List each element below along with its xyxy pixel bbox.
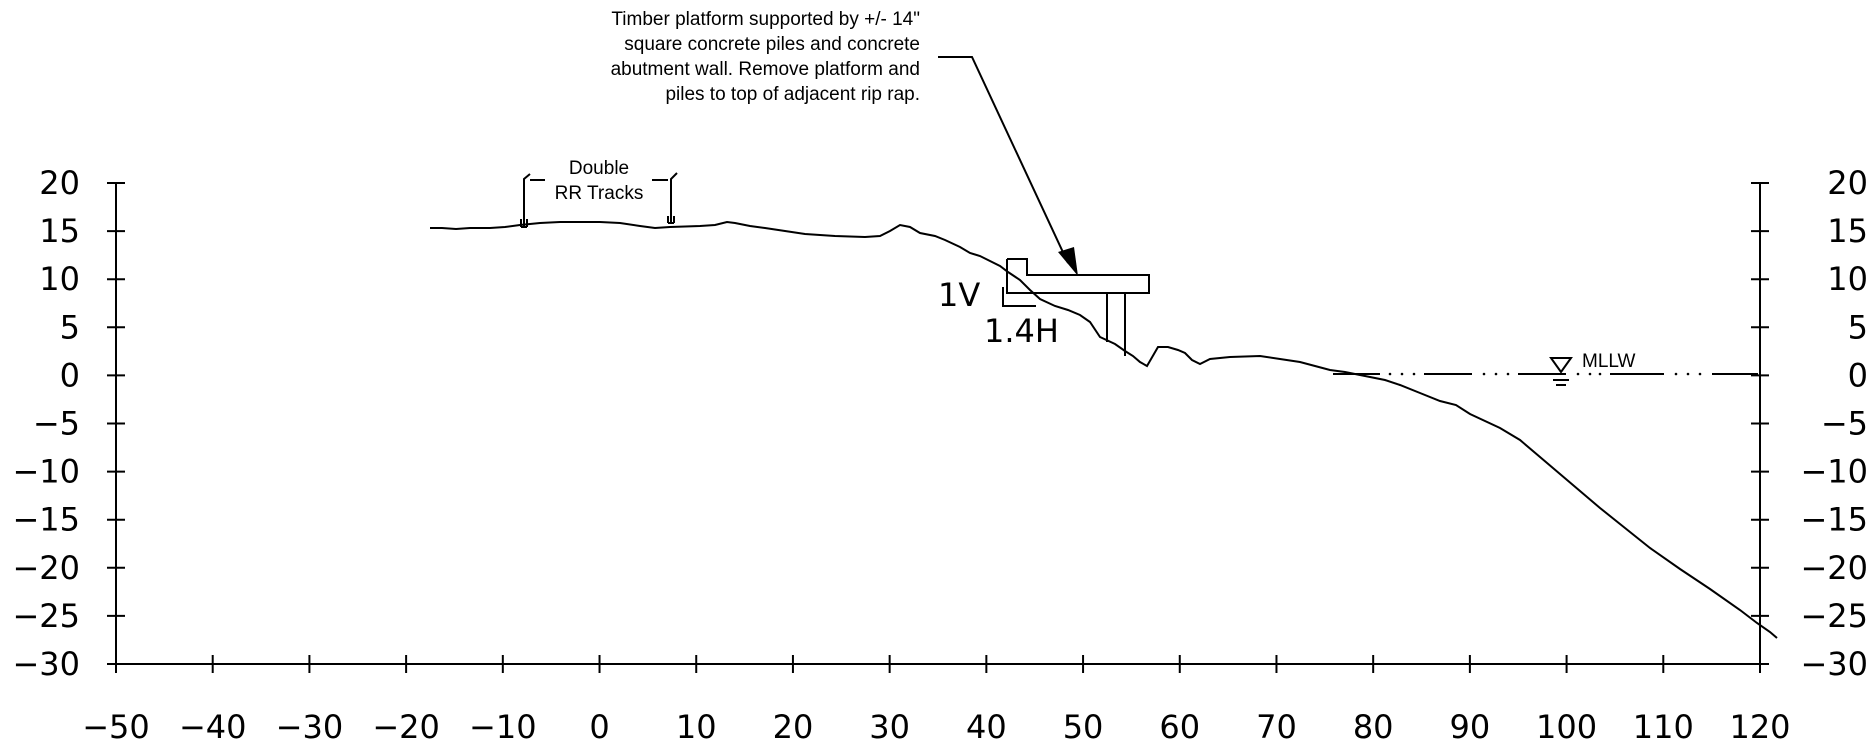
y-tick-label-right: 10 <box>1827 260 1868 298</box>
x-tick-label: −50 <box>82 708 150 743</box>
x-tick-label: −30 <box>276 708 344 743</box>
y-tick-label-left: 5 <box>60 308 80 346</box>
y-tick-label-left: 15 <box>39 212 80 250</box>
y-tick-label-left: −15 <box>12 501 80 539</box>
x-tick-label: 90 <box>1450 708 1491 743</box>
x-tick-label: −10 <box>469 708 537 743</box>
mllw-label: MLLW <box>1582 351 1636 372</box>
x-tick-label: 0 <box>589 708 609 743</box>
x-tick-label: −40 <box>179 708 247 743</box>
rr-tracks-marker <box>520 172 678 228</box>
x-tick-label: 70 <box>1256 708 1297 743</box>
y-tick-label-right: −15 <box>1800 501 1868 539</box>
y-tick-labels-left: 20 15 10 5 0 −5 −10 −15 −20 −25 −30 <box>12 164 80 683</box>
y-tick-label-left: −5 <box>33 405 80 443</box>
y-tick-label-right: 20 <box>1827 164 1868 202</box>
callout-line2: square concrete piles and concrete <box>624 34 920 55</box>
y-tick-label-right: −20 <box>1800 549 1868 587</box>
x-tick-label: 110 <box>1633 708 1694 743</box>
water-level-symbol <box>1549 357 1573 386</box>
y-tick-label-left: −10 <box>12 453 80 491</box>
slope-indicator <box>1002 287 1036 307</box>
y-tick-label-left: −30 <box>12 645 80 683</box>
callout-leader <box>938 56 1069 264</box>
x-tick-labels: −50 −40 −30 −20 −10 0 10 20 30 40 50 60 70 80 90 100 110… <box>82 708 1790 743</box>
callout-line3: abutment wall. Remove platform and <box>611 59 920 80</box>
y-tick-label-right: 0 <box>1848 356 1868 394</box>
y-tick-label-left: −20 <box>12 549 80 587</box>
y-tick-label-left: 20 <box>39 164 80 202</box>
y-tick-labels-right: 20 15 10 5 0 −5 −10 −15 −20 −25 −30 <box>1800 164 1868 683</box>
x-tick-label: 50 <box>1063 708 1104 743</box>
y-tick-label-left: −25 <box>12 597 80 635</box>
y-tick-label-right: 5 <box>1848 308 1868 346</box>
slope-vertical-label: 1V <box>938 276 980 314</box>
tracks-label-line1: Double <box>569 158 629 179</box>
x-tick-label: 120 <box>1729 708 1790 743</box>
y-tick-label-right: −30 <box>1800 645 1868 683</box>
x-tick-label: 10 <box>676 708 717 743</box>
callout-arrowhead <box>1058 247 1078 276</box>
mllw-waterline <box>1333 372 1758 376</box>
y-tick-label-right: −10 <box>1800 453 1868 491</box>
axes <box>107 182 1769 673</box>
x-tick-label: 20 <box>773 708 814 743</box>
timber-platform <box>1006 258 1150 356</box>
x-tick-label: 100 <box>1536 708 1597 743</box>
y-tick-label-right: −5 <box>1821 405 1868 443</box>
callout-line4: piles to top of adjacent rip rap. <box>665 84 920 105</box>
x-tick-label: 40 <box>966 708 1007 743</box>
y-tick-label-left: 10 <box>39 260 80 298</box>
y-tick-label-right: −25 <box>1800 597 1868 635</box>
callout-line1: Timber platform supported by +/- 14" <box>611 9 920 30</box>
x-tick-label: 30 <box>869 708 910 743</box>
y-tick-label-left: 0 <box>60 356 80 394</box>
slope-horizontal-label: 1.4H <box>984 312 1059 350</box>
x-tick-label: 60 <box>1159 708 1200 743</box>
x-tick-label: −20 <box>372 708 440 743</box>
tracks-label-line2: RR Tracks <box>555 183 644 204</box>
y-tick-label-right: 15 <box>1827 212 1868 250</box>
ground-profile <box>430 220 1778 639</box>
x-tick-label: 80 <box>1353 708 1394 743</box>
